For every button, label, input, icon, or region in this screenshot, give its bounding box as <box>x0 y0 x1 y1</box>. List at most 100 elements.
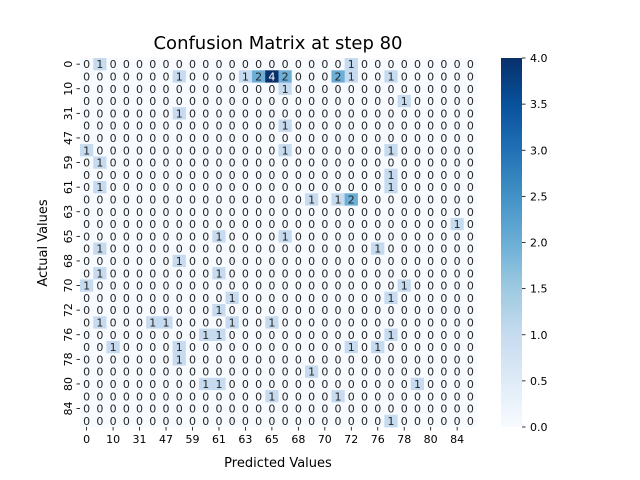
heatmap-cell <box>397 217 412 231</box>
heatmap-cell <box>344 353 359 366</box>
heatmap-cell <box>159 279 174 293</box>
cell-value-label: 0 <box>427 107 434 120</box>
cell-value-label: 0 <box>149 329 156 342</box>
cell-value-label: 0 <box>335 353 342 366</box>
cell-value-label: 0 <box>321 243 328 256</box>
cell-value-label: 0 <box>202 107 209 120</box>
cell-value-label: 0 <box>149 193 156 206</box>
heatmap-cell <box>304 70 319 83</box>
heatmap-cell <box>344 156 359 170</box>
cell-value-label: 0 <box>202 415 209 428</box>
heatmap-cell <box>371 107 385 120</box>
heatmap-cell <box>450 402 465 416</box>
x-tick-label: 68 <box>291 433 305 446</box>
cell-value-label: 0 <box>348 415 355 428</box>
heatmap-cell <box>371 414 385 428</box>
heatmap-cell <box>397 144 412 157</box>
heatmap-cell <box>304 402 319 416</box>
heatmap-cell <box>185 217 200 231</box>
heatmap-cell <box>80 217 94 231</box>
heatmap-cell <box>93 193 107 206</box>
cell-value-label: 0 <box>255 390 262 403</box>
heatmap-cell <box>291 181 306 194</box>
colorbar <box>501 58 522 427</box>
heatmap-cell <box>344 181 359 194</box>
heatmap-cell <box>463 168 478 182</box>
heatmap-cell <box>397 328 412 342</box>
heatmap-cell <box>344 144 359 157</box>
cell-value-label: 0 <box>189 157 196 170</box>
cell-value-label: 0 <box>401 206 408 219</box>
cell-value-label: 0 <box>295 169 302 182</box>
cell-value-label: 0 <box>149 341 156 354</box>
cell-value-label: 0 <box>255 132 262 145</box>
cell-value-label: 0 <box>123 378 130 391</box>
heatmap-cell <box>212 193 226 206</box>
cell-value-label: 0 <box>308 206 315 219</box>
heatmap-cell <box>132 82 147 96</box>
cell-value-label: 0 <box>242 403 249 416</box>
heatmap-cell <box>146 254 160 268</box>
heatmap-cell <box>119 131 134 145</box>
heatmap-cell <box>93 205 107 219</box>
cell-value-label: 0 <box>123 316 130 329</box>
heatmap-cell <box>212 82 226 96</box>
heatmap-cell <box>265 82 279 96</box>
cell-value-label: 0 <box>202 243 209 256</box>
cell-value-label: 0 <box>176 267 183 280</box>
cell-value-label: 0 <box>149 144 156 157</box>
cell-value-label: 0 <box>427 193 434 206</box>
heatmap-cell <box>119 230 134 243</box>
cell-value-label: 0 <box>427 132 434 145</box>
x-tick-label: 10 <box>106 433 120 446</box>
heatmap-cell <box>424 365 438 379</box>
cell-value-label: 0 <box>361 243 368 256</box>
heatmap-cell <box>212 230 226 243</box>
heatmap-cell <box>291 144 306 157</box>
heatmap-cell <box>225 353 240 366</box>
heatmap-cell <box>410 267 425 280</box>
cell-value-label: 0 <box>123 353 130 366</box>
heatmap-cell <box>185 119 200 133</box>
cell-value-label: 0 <box>414 120 421 133</box>
cell-value-label: 0 <box>110 181 117 194</box>
cell-value-label: 0 <box>387 120 394 133</box>
cell-value-label: 0 <box>440 58 447 71</box>
heatmap-cell <box>93 267 107 280</box>
heatmap-cell <box>344 58 359 71</box>
heatmap-cell <box>450 205 465 219</box>
cell-value-label: 0 <box>255 403 262 416</box>
cell-value-label: 0 <box>427 144 434 157</box>
cell-value-label: 0 <box>189 378 196 391</box>
heatmap-cell <box>304 217 319 231</box>
heatmap-cell <box>410 168 425 182</box>
heatmap-cell <box>199 217 213 231</box>
cell-value-label: 0 <box>189 120 196 133</box>
heatmap-cell <box>238 58 253 71</box>
y-tick-label: 76 <box>62 328 75 342</box>
heatmap-cell <box>357 304 372 317</box>
heatmap-cell <box>80 377 94 391</box>
cell-value-label: 0 <box>387 157 394 170</box>
heatmap-cell <box>238 365 253 379</box>
cell-value-label: 0 <box>361 353 368 366</box>
heatmap-cell <box>252 316 266 329</box>
heatmap-cell <box>357 377 372 391</box>
heatmap-cell <box>357 217 372 231</box>
heatmap-cell <box>119 390 134 403</box>
heatmap-cell <box>410 70 425 83</box>
heatmap-cell <box>238 156 253 170</box>
heatmap-cell <box>172 205 187 219</box>
cell-value-label: 0 <box>454 316 461 329</box>
heatmap-cell <box>318 279 332 293</box>
heatmap-cell <box>212 107 226 120</box>
cell-value-label: 0 <box>255 304 262 317</box>
heatmap-cell <box>252 377 266 391</box>
cell-value-label: 0 <box>176 366 183 379</box>
cell-value-label: 0 <box>242 107 249 120</box>
cell-value-label: 0 <box>321 353 328 366</box>
heatmap-cell <box>146 230 160 243</box>
heatmap-cell <box>331 267 346 280</box>
y-tick-label: 47 <box>62 131 75 145</box>
heatmap-cell <box>93 316 107 329</box>
